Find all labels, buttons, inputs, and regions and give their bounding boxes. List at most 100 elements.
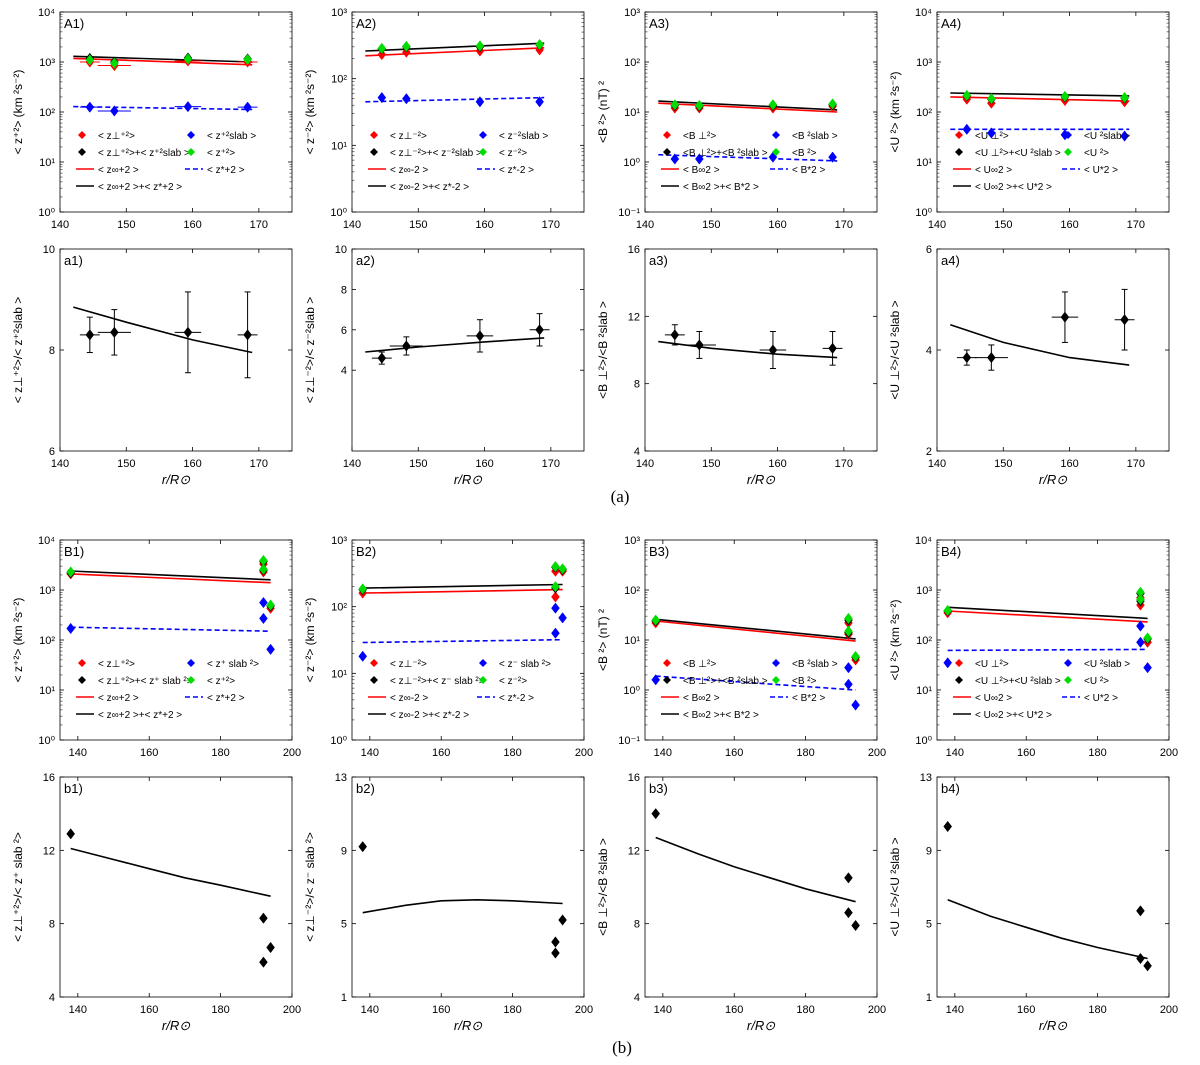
- y-tick-label: 4: [634, 446, 640, 458]
- y-tick-label: 4: [926, 345, 932, 357]
- model-ratio-line: [950, 324, 1130, 366]
- model-perp-line: [362, 588, 563, 594]
- ratio-marker: [670, 329, 680, 341]
- model-ratio-line: [362, 898, 563, 914]
- y-tick-label: 10²: [331, 74, 347, 86]
- x-tick-label: 140: [928, 219, 946, 231]
- ratio-marker: [943, 820, 953, 833]
- x-tick-label: 140: [946, 1004, 964, 1016]
- total-marker: [1136, 586, 1145, 598]
- total-marker: [358, 583, 368, 595]
- legend-marker: [370, 148, 378, 156]
- panel-title: b3): [649, 781, 668, 796]
- panel-A3: 140 150 160 170 10⁻¹ 10⁰ 10¹ 10² 10³ A3) <B ²> (nT…: [596, 7, 878, 231]
- model-perp-line: [950, 96, 1130, 102]
- x-tick-label: 200: [283, 1004, 301, 1016]
- y-tick-label: 10³: [916, 585, 932, 597]
- slab-marker: [475, 96, 485, 108]
- panel-B2: 140 160 180 200 10⁰ 10¹ 10² 10³ B2) < z⁻²> (km ²s…: [303, 535, 593, 759]
- ratio-marker: [851, 919, 860, 932]
- model-slab-line: [365, 96, 545, 103]
- panel-B4: 140 160 180 200 10⁰ 10¹ 10² 10³ 10⁴ B4) <U ²> (km …: [888, 535, 1178, 759]
- panel-title: A4): [941, 16, 961, 31]
- total-marker: [475, 40, 485, 52]
- legend-label: < B∞2 >: [683, 693, 720, 704]
- slab-marker: [377, 91, 387, 104]
- y-axis-label: <B ⊥²>/<B ²slab >: [596, 838, 610, 936]
- model-slab-line: [655, 675, 856, 691]
- model-ratio-line: [73, 306, 253, 354]
- total-marker: [851, 650, 860, 663]
- legend-marker: [1064, 659, 1072, 667]
- x-tick-label: 180: [211, 1004, 229, 1016]
- slab-marker: [535, 96, 544, 108]
- legend-label: <U ⊥²>: [975, 659, 1009, 670]
- x-tick-label: 200: [283, 747, 301, 759]
- legend-marker: [78, 676, 86, 684]
- legend-marker: [187, 676, 195, 684]
- panel-title: a4): [941, 253, 960, 268]
- legend-label: <U ²slab >: [1084, 659, 1130, 670]
- legend-label: < B*2 >: [792, 165, 826, 176]
- panel-a3: 140 150 160 170 4 8 12 16 a3) <B ⊥²>/<B ²slab > r/…: [596, 244, 878, 487]
- panel-b3: 140 160 180 200 4 8 12 16 b3) <B ⊥²>/<B ²slab > r/…: [596, 772, 886, 1033]
- y-tick-label: 16: [628, 244, 640, 256]
- panel-b4: 140 160 180 200 1 5 9 13 b4) <U ⊥²>/<U ²slab > r/R…: [888, 772, 1178, 1033]
- legend-marker: [1064, 148, 1072, 156]
- model-ratio-line: [658, 340, 838, 359]
- legend-label: < B∞2 >+< B*2 >: [683, 182, 759, 193]
- ratio-marker: [85, 329, 95, 341]
- y-tick-label: 4: [634, 992, 640, 1004]
- x-tick-label: 180: [796, 747, 814, 759]
- x-tick-label: 140: [636, 219, 654, 231]
- slab-marker: [110, 105, 119, 117]
- x-tick-label: 180: [796, 1004, 814, 1016]
- y-tick-label: 9: [341, 845, 347, 857]
- x-axis-label: r/R⊙: [162, 1018, 190, 1033]
- legend-label: < z∞+2 >: [98, 693, 139, 704]
- plot-frame: [644, 248, 878, 452]
- panel-title: B3): [649, 544, 669, 559]
- x-tick-label: 160: [1060, 219, 1078, 231]
- y-tick-label: 16: [628, 772, 640, 784]
- legend-label: < z⊥⁻²>: [390, 131, 427, 142]
- x-tick-label: 150: [409, 219, 427, 231]
- total-marker: [1143, 632, 1152, 644]
- y-tick-label: 10⁻¹: [618, 735, 640, 747]
- y-axis-label: < z⁺²> (km ²s⁻²): [11, 598, 25, 683]
- x-tick-label: 160: [140, 1004, 158, 1016]
- legend-label: < z∞-2 >: [390, 165, 428, 176]
- legend-marker: [663, 131, 671, 139]
- legend-label: <U ²>: [1084, 148, 1109, 159]
- x-tick-label: 200: [868, 747, 886, 759]
- ratio-marker: [66, 828, 76, 840]
- legend-marker: [1064, 131, 1072, 139]
- legend-label: < U∞2 >: [975, 165, 1012, 176]
- total-marker: [828, 98, 837, 110]
- ratio-marker: [183, 326, 193, 338]
- legend-label: < B*2 >: [792, 693, 826, 704]
- slab-marker: [243, 101, 252, 113]
- legend-label: < z⁻²>: [499, 676, 527, 687]
- x-tick-label: 140: [51, 219, 69, 231]
- x-tick-label: 200: [1160, 1004, 1178, 1016]
- y-tick-label: 12: [628, 845, 640, 857]
- model-ratio-line: [365, 337, 545, 353]
- slab-marker: [670, 153, 680, 165]
- panel-b2: 140 160 180 200 1 5 9 13 b2) < z⊥⁻²>/< z⁻ slab ²>…: [303, 772, 593, 1033]
- perp-marker: [377, 48, 387, 61]
- x-tick-label: 140: [361, 747, 379, 759]
- legend-marker: [1064, 676, 1072, 684]
- y-tick-label: 10: [335, 244, 347, 256]
- y-tick-label: 10⁴: [915, 535, 932, 547]
- y-axis-label: <U ²> (km ²s⁻²): [888, 600, 902, 681]
- legend-marker: [479, 148, 487, 156]
- legend-marker: [663, 659, 671, 667]
- y-tick-label: 10³: [331, 7, 347, 19]
- model-perp-line: [70, 573, 271, 584]
- perp-marker: [551, 591, 560, 603]
- model-slab-line: [70, 626, 271, 632]
- total-marker: [551, 560, 560, 573]
- y-tick-label: 5: [926, 919, 932, 931]
- slab-marker: [851, 699, 860, 711]
